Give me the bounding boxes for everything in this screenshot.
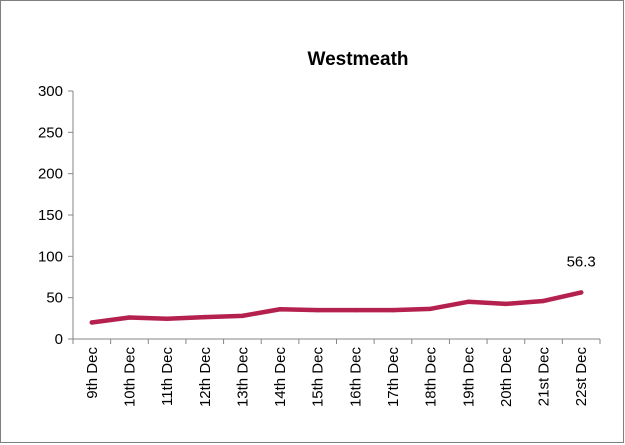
data-point <box>89 320 95 325</box>
data-point <box>541 298 546 304</box>
y-tick-label: 50 <box>46 290 63 307</box>
data-point <box>164 316 170 321</box>
data-point <box>202 314 207 320</box>
y-tick-label: 250 <box>38 124 63 141</box>
x-tick-label: 11th Dec <box>159 347 176 406</box>
data-point <box>127 315 132 320</box>
y-tick-label: 300 <box>38 83 63 100</box>
y-tick-label: 200 <box>38 166 63 183</box>
x-tick-label: 12th Dec <box>197 347 214 408</box>
data-label: 56.3 <box>567 253 596 270</box>
x-tick-label: 19th Dec <box>460 347 477 408</box>
x-tick-label: 20th Dec <box>498 347 515 408</box>
data-point <box>315 307 320 313</box>
x-tick-label: 21st Dec <box>536 347 553 407</box>
series-line <box>89 290 584 325</box>
x-tick-label: 15th Dec <box>310 347 327 408</box>
data-point <box>503 301 509 307</box>
data-point <box>240 313 245 319</box>
x-tick-label: 17th Dec <box>385 347 402 408</box>
x-axis-tick-labels: 9th Dec 10th Dec 11th Dec 12th Dec 13th Dec 1… <box>84 347 590 408</box>
axes <box>68 90 601 344</box>
x-tick-label: 13th Dec <box>234 347 251 408</box>
x-tick-label: 9th Dec <box>84 347 101 399</box>
data-labels: 56.3 <box>567 253 596 270</box>
data-point <box>390 307 396 313</box>
x-tick-label: 16th Dec <box>347 347 364 408</box>
y-tick-label: 0 <box>55 331 63 348</box>
y-tick-label: 100 <box>38 248 63 265</box>
data-point <box>466 299 471 304</box>
x-tick-label: 22st Dec <box>573 347 590 407</box>
data-point <box>277 307 283 312</box>
y-tick-label: 150 <box>38 207 63 224</box>
data-point <box>428 306 433 312</box>
x-tick-label: 14th Dec <box>272 347 289 408</box>
y-axis-tick-labels: 0 50 100 150 200 250 300 <box>38 83 63 348</box>
x-tick-label: 10th Dec <box>121 347 138 408</box>
data-point <box>578 290 584 295</box>
data-point <box>353 307 358 313</box>
series-layer <box>89 290 584 325</box>
x-tick-label: 18th Dec <box>423 347 440 408</box>
chart-title: Westmeath <box>307 49 408 70</box>
